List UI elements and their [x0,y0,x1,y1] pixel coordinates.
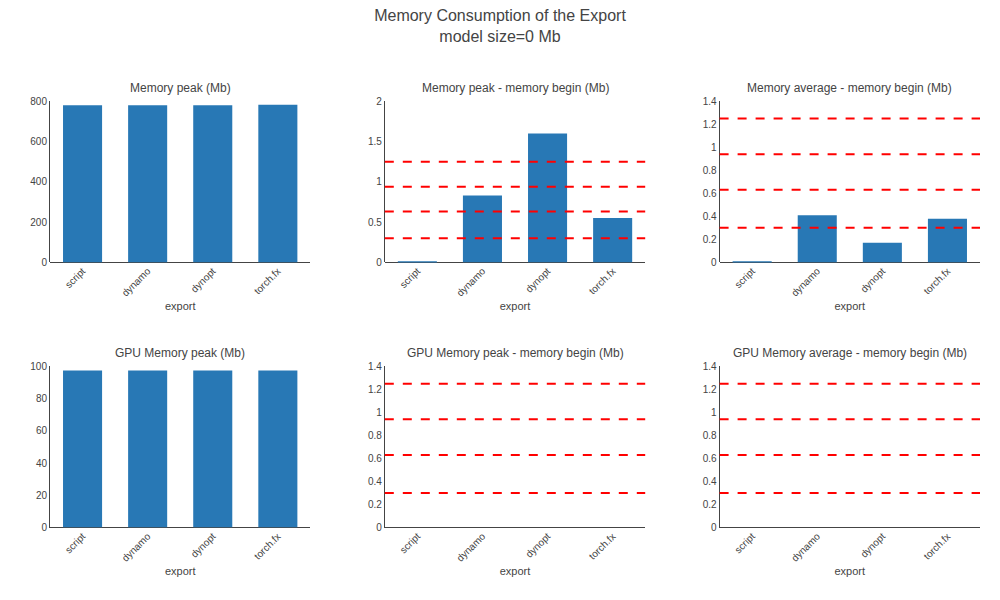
svg-text:0: 0 [41,257,47,268]
svg-text:0.8: 0.8 [368,430,382,441]
svg-text:GPU Memory peak - memory begin: GPU Memory peak - memory begin (Mb) [407,346,624,360]
svg-text:torch.fx: torch.fx [252,266,283,297]
svg-text:export: export [165,565,196,577]
svg-text:dynamo: dynamo [120,265,153,298]
svg-text:1.4: 1.4 [368,361,382,372]
svg-text:200: 200 [30,217,47,228]
svg-text:20: 20 [36,490,48,501]
svg-text:0: 0 [376,522,382,533]
svg-text:export: export [165,300,196,312]
svg-text:1: 1 [711,407,717,418]
svg-text:dynopt: dynopt [858,265,887,294]
svg-text:40: 40 [36,458,48,469]
svg-text:0.5: 0.5 [368,217,382,228]
svg-text:0.8: 0.8 [703,430,717,441]
svg-text:export: export [500,565,531,577]
svg-text:2: 2 [376,96,382,107]
svg-text:Memory peak - memory begin (Mb: Memory peak - memory begin (Mb) [422,81,609,95]
svg-text:0.4: 0.4 [368,476,382,487]
svg-text:1.4: 1.4 [703,361,717,372]
svg-text:Memory Consumption of the Expo: Memory Consumption of the Exportmodel si… [374,7,626,45]
svg-text:0.2: 0.2 [703,499,717,510]
svg-text:1.2: 1.2 [703,384,717,395]
svg-text:1: 1 [376,407,382,418]
svg-text:0: 0 [711,257,717,268]
svg-text:script: script [63,531,88,556]
svg-text:dynamo: dynamo [120,530,153,563]
svg-text:dynamo: dynamo [789,530,822,563]
svg-text:torch.fx: torch.fx [921,531,952,562]
svg-text:1.2: 1.2 [368,384,382,395]
svg-text:GPU Memory average - memory be: GPU Memory average - memory begin (Mb) [733,346,967,360]
svg-text:0.4: 0.4 [703,476,717,487]
svg-text:60: 60 [36,425,48,436]
svg-text:dynopt: dynopt [523,265,552,294]
svg-text:script: script [732,531,757,556]
svg-text:GPU Memory peak (Mb): GPU Memory peak (Mb) [115,346,245,360]
svg-text:export: export [500,300,531,312]
svg-text:1.5: 1.5 [368,136,382,147]
svg-text:dynopt: dynopt [189,531,218,560]
svg-text:0: 0 [376,257,382,268]
svg-text:dynamo: dynamo [454,530,487,563]
svg-text:torch.fx: torch.fx [587,531,618,562]
svg-text:torch.fx: torch.fx [252,531,283,562]
svg-text:0.2: 0.2 [703,234,717,245]
svg-text:dynopt: dynopt [858,531,887,560]
svg-text:dynamo: dynamo [454,265,487,298]
svg-text:0.8: 0.8 [703,165,717,176]
svg-text:script: script [63,265,88,290]
svg-text:800: 800 [30,96,47,107]
svg-text:Memory peak (Mb): Memory peak (Mb) [130,81,231,95]
svg-text:dynopt: dynopt [523,531,552,560]
svg-text:script: script [732,265,757,290]
svg-text:0: 0 [41,522,47,533]
svg-text:0.6: 0.6 [703,453,717,464]
svg-text:0.2: 0.2 [368,499,382,510]
svg-text:1.2: 1.2 [703,119,717,130]
svg-text:dynamo: dynamo [789,265,822,298]
svg-text:0.6: 0.6 [368,453,382,464]
svg-text:0.4: 0.4 [703,211,717,222]
svg-text:torch.fx: torch.fx [587,266,618,297]
svg-text:export: export [835,565,866,577]
svg-text:0.6: 0.6 [703,188,717,199]
svg-text:0: 0 [711,522,717,533]
svg-text:export: export [835,300,866,312]
svg-text:100: 100 [30,361,47,372]
svg-text:dynopt: dynopt [189,265,218,294]
svg-text:80: 80 [36,393,48,404]
svg-text:1: 1 [376,176,382,187]
svg-text:600: 600 [30,136,47,147]
svg-text:Memory average - memory begin: Memory average - memory begin (Mb) [747,81,952,95]
svg-text:torch.fx: torch.fx [921,266,952,297]
svg-text:1.4: 1.4 [703,96,717,107]
svg-text:1: 1 [711,142,717,153]
svg-text:400: 400 [30,176,47,187]
svg-text:script: script [398,531,423,556]
svg-text:script: script [398,265,423,290]
